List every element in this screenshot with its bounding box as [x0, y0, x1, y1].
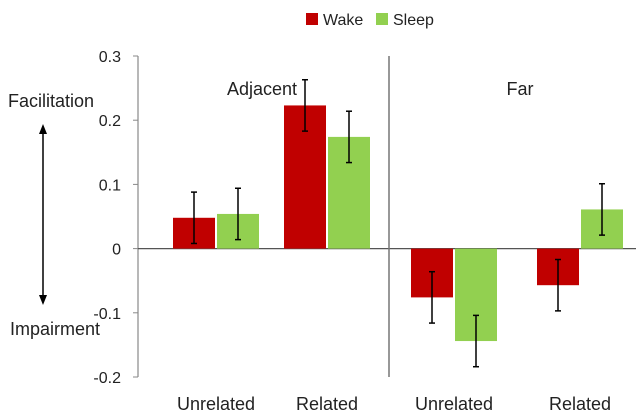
direction-arrow-down-head [39, 295, 47, 305]
y-tick-label: 0.2 [99, 113, 121, 130]
x-category-label: Unrelated [177, 394, 255, 414]
x-labels: Unrelated Related Unrelated Related [177, 394, 611, 414]
x-category-label: Related [296, 394, 358, 414]
bars [173, 105, 623, 342]
group-label: Adjacent [227, 79, 297, 99]
y-tick-label: -0.2 [93, 370, 121, 387]
plot-area: -0.2 -0.1 0 0.1 0.2 0.3 Adjacent Far Unrelated… [93, 49, 636, 414]
annotations: Facilitation Impairment [8, 91, 100, 339]
legend-swatch-wake [306, 13, 318, 25]
x-category-label: Related [549, 394, 611, 414]
annotation-facilitation: Facilitation [8, 91, 94, 111]
y-tick-label: 0.3 [99, 49, 121, 66]
x-category-label: Unrelated [415, 394, 493, 414]
legend-label-sleep: Sleep [393, 12, 434, 29]
group-label: Far [507, 79, 534, 99]
legend-label-wake: Wake [323, 12, 363, 29]
y-tick-label: 0 [112, 242, 121, 259]
legend: Wake Sleep [306, 12, 434, 29]
y-ticks: -0.2 -0.1 0 0.1 0.2 0.3 [93, 49, 138, 387]
y-tick-label: 0.1 [99, 177, 121, 194]
group-labels: Adjacent Far [227, 79, 534, 99]
legend-swatch-sleep [376, 13, 388, 25]
y-tick-label: -0.1 [93, 306, 121, 323]
error-bars [191, 79, 605, 368]
annotation-impairment: Impairment [10, 319, 100, 339]
direction-arrow-up-head [39, 124, 47, 134]
